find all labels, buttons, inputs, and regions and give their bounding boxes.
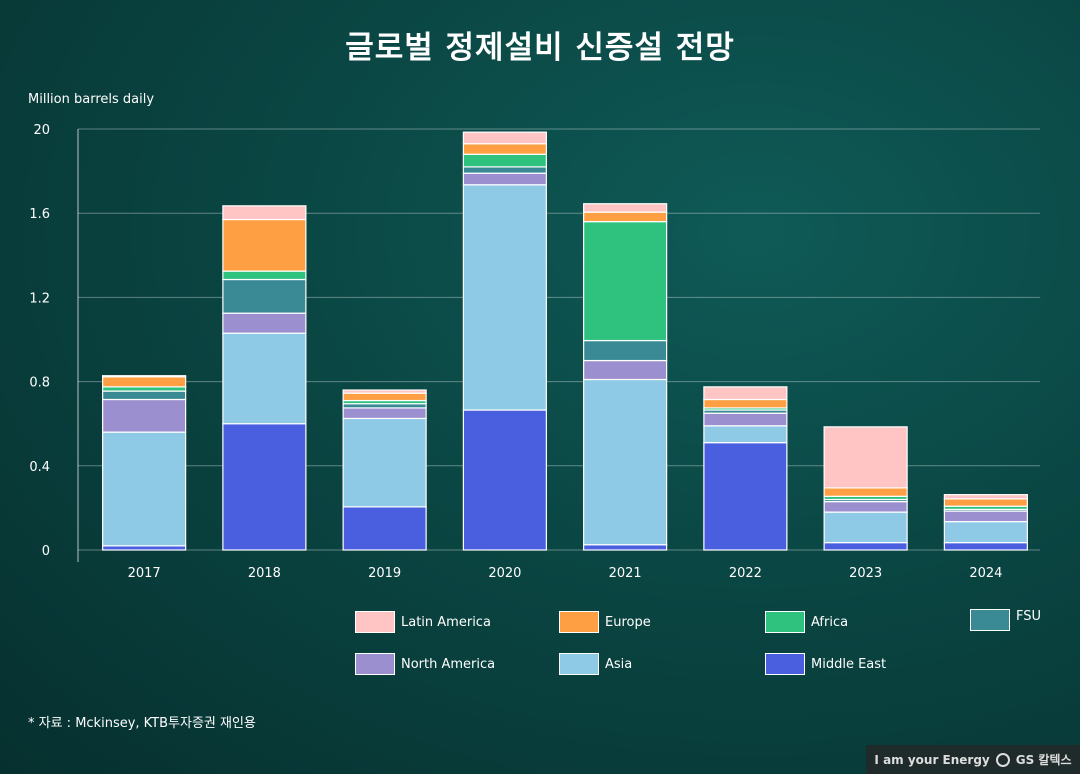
x-tick-label: 2024 xyxy=(969,566,1002,581)
y-tick-label: 20 xyxy=(33,123,50,138)
source-note: * 자료 : Mckinsey, KTB투자증권 재인용 xyxy=(28,716,256,731)
bar-segment-asia xyxy=(222,332,307,425)
legend-item: Middle East xyxy=(765,653,886,675)
bar-segment-middle-east xyxy=(943,542,1028,551)
bar-segment-europe xyxy=(462,143,547,155)
gs-logo-icon xyxy=(995,752,1010,767)
bar-segment-europe xyxy=(823,487,908,497)
legend-swatch xyxy=(355,611,395,633)
legend-swatch xyxy=(765,611,805,633)
bar-segment-asia xyxy=(583,378,668,546)
bar-segment-north-america xyxy=(102,398,187,433)
bar-segment-europe xyxy=(943,498,1028,507)
bar-segment-europe xyxy=(222,218,307,272)
bar-segment-north-america xyxy=(583,359,668,381)
legend-swatch xyxy=(765,653,805,675)
x-tick-label: 2020 xyxy=(488,566,521,581)
legend-swatch xyxy=(970,609,1010,631)
bar-segment-europe xyxy=(583,211,668,223)
y-tick-label: 0.8 xyxy=(29,376,50,391)
x-tick-label: 2023 xyxy=(849,566,882,581)
bar-segment-asia xyxy=(342,417,427,508)
legend-label: Asia xyxy=(605,656,633,672)
bar-segment-africa xyxy=(222,270,307,281)
bar-segment-africa xyxy=(462,153,547,168)
bar-segment-middle-east xyxy=(583,544,668,551)
bar-segment-fsu xyxy=(462,166,547,174)
bar-segment-africa xyxy=(102,386,187,392)
bar-segment-north-america xyxy=(823,500,908,513)
legend-swatch xyxy=(559,611,599,633)
y-axis-label: Million barrels daily xyxy=(28,92,155,107)
x-tick-label: 2017 xyxy=(128,566,161,581)
legend-swatch xyxy=(355,653,395,675)
x-tick-label: 2019 xyxy=(368,566,401,581)
bar-segment-fsu xyxy=(342,403,427,409)
stacked-bar-chart: 0 0.4 0.8 1.2 1.6 20 2017 2018 2019 2020 2021 2022 2… xyxy=(29,123,1028,581)
y-tick-label: 0 xyxy=(42,544,50,559)
bar-segment-latin-america xyxy=(703,386,788,401)
bar-segment-middle-east xyxy=(823,542,908,551)
bar-segment-latin-america xyxy=(823,426,908,489)
legend-label: Middle East xyxy=(811,656,887,672)
bar-segment-fsu xyxy=(102,390,187,401)
bar-segment-asia xyxy=(102,431,187,547)
bar-segment-north-america xyxy=(943,510,1028,523)
bar-segment-europe xyxy=(703,398,788,409)
bar-segment-asia xyxy=(823,511,908,544)
bar-segment-latin-america xyxy=(943,494,1028,500)
bar-segment-latin-america xyxy=(462,131,547,145)
bar-segment-latin-america xyxy=(222,205,307,221)
brand-bar: I am your Energy GS 칼텍스 xyxy=(866,745,1080,774)
legend-item: North America xyxy=(355,653,495,675)
bar-segment-europe xyxy=(342,392,427,402)
bar-segment-north-america xyxy=(462,172,547,186)
legend-item: Africa xyxy=(765,611,848,633)
bar-segment-latin-america xyxy=(102,375,187,378)
x-tick-label: 2021 xyxy=(609,566,642,581)
bar-segment-europe xyxy=(102,376,187,388)
legend-label: Africa xyxy=(811,614,849,630)
legend-swatch xyxy=(559,653,599,675)
bar-segment-asia xyxy=(943,520,1028,544)
bar-segment-asia xyxy=(462,184,547,411)
bar-segment-middle-east xyxy=(222,423,307,551)
bar-segment-middle-east xyxy=(703,442,788,551)
legend-label: North America xyxy=(401,656,496,672)
chart-title: 글로벌 정제설비 신증설 전망 xyxy=(345,30,735,66)
legend-label: Europe xyxy=(605,614,651,630)
legend-item: Europe xyxy=(559,611,651,633)
bar-segment-latin-america xyxy=(342,389,427,394)
bar-segment-fsu xyxy=(583,339,668,362)
y-tick-label: 0.4 xyxy=(29,460,50,475)
bar-segment-latin-america xyxy=(583,203,668,213)
x-tick-label: 2018 xyxy=(248,566,281,581)
y-tick-label: 1.6 xyxy=(29,207,50,222)
bar-segment-middle-east xyxy=(102,545,187,551)
bar-segment-africa xyxy=(583,221,668,342)
bar-segment-fsu xyxy=(222,278,307,314)
bar-segment-north-america xyxy=(703,412,788,427)
bar-segment-middle-east xyxy=(342,506,427,551)
legend-label: Latin America xyxy=(401,614,491,630)
bar-segment-north-america xyxy=(342,407,427,420)
bar-segment-north-america xyxy=(222,312,307,334)
bar-segment-asia xyxy=(703,425,788,444)
legend-item: Latin America xyxy=(355,611,491,633)
bar-segment-middle-east xyxy=(462,409,547,551)
legend-label: FSU xyxy=(1016,608,1042,624)
brand-name: GS 칼텍스 xyxy=(1015,753,1072,767)
slogan: I am your Energy xyxy=(874,752,990,767)
legend-item: Asia xyxy=(559,653,632,675)
x-tick-label: 2022 xyxy=(729,566,762,581)
y-tick-label: 1.2 xyxy=(29,291,50,306)
legend-item: FSU xyxy=(970,609,1041,631)
